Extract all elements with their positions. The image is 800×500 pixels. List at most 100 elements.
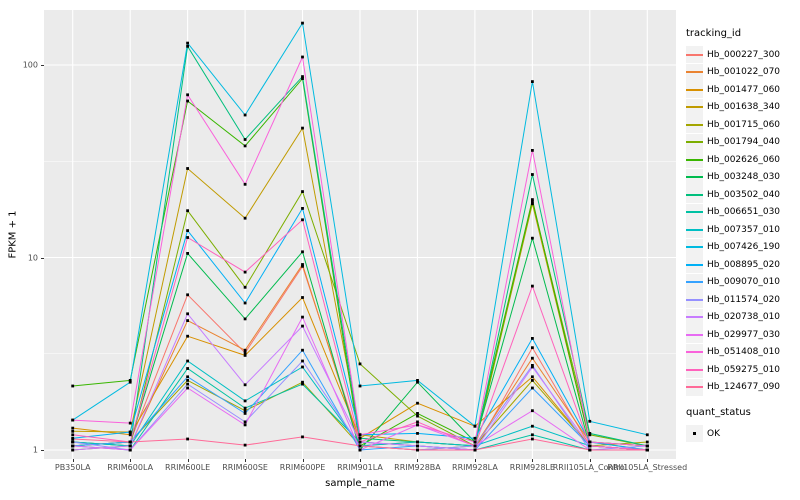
legend-label-ok: OK — [707, 428, 720, 439]
legend-row-Hb_001022_070: Hb_001022_070 — [686, 63, 798, 82]
legend-title-quant-status: quant_status — [686, 407, 751, 418]
legend-key-line-icon — [686, 98, 703, 116]
data-point — [416, 414, 419, 418]
data-point — [416, 423, 419, 427]
data-point — [186, 437, 189, 441]
data-point — [243, 270, 247, 274]
data-point — [186, 44, 189, 48]
data-point — [71, 384, 75, 388]
data-point — [128, 430, 132, 434]
data-point — [531, 364, 534, 367]
data-point — [645, 433, 649, 437]
legend-label: Hb_003502_040 — [707, 189, 781, 200]
x-tick-label: RRII105LA_Control — [552, 463, 627, 472]
legend-quant-status: quant_status OK — [686, 407, 798, 443]
data-point — [645, 444, 649, 448]
data-point — [243, 317, 247, 321]
data-point — [531, 236, 534, 240]
legend-row-Hb_008895_020: Hb_008895_020 — [686, 256, 798, 274]
data-point — [71, 448, 75, 452]
x-tick-mark — [360, 459, 361, 462]
data-point — [71, 433, 75, 437]
data-point — [531, 409, 534, 413]
data-point — [71, 429, 75, 433]
legend-row-Hb_003248_030: Hb_003248_030 — [686, 168, 798, 187]
data-point — [301, 263, 304, 266]
x-tick-label: RRIM901LA — [337, 463, 383, 472]
data-point — [243, 182, 247, 186]
legend-key-line-icon — [686, 361, 703, 379]
data-point — [531, 80, 534, 83]
data-point — [128, 421, 132, 425]
x-tick-mark — [474, 459, 476, 462]
x-tick-mark — [245, 459, 247, 462]
legend-key-line-icon — [686, 378, 703, 396]
data-point — [186, 41, 189, 45]
legend-key-ok-square-icon — [686, 425, 703, 443]
data-point — [358, 433, 362, 437]
legend-row-Hb_020738_010: Hb_020738_010 — [686, 308, 798, 327]
data-point — [186, 367, 189, 370]
x-tick-label: RRIM928BA — [394, 463, 441, 472]
legend-label: Hb_011574_020 — [707, 294, 781, 305]
data-point — [531, 424, 534, 428]
data-point — [301, 207, 304, 210]
data-point — [301, 218, 304, 222]
data-point — [243, 443, 247, 447]
data-point — [531, 200, 534, 204]
legend-key-line-icon — [686, 256, 703, 274]
data-point — [243, 383, 247, 387]
data-point — [186, 334, 189, 338]
data-point — [531, 375, 534, 379]
x-tick-mark — [417, 459, 419, 462]
data-point — [531, 365, 534, 369]
y-tick-mark — [41, 65, 44, 66]
legend-row-Hb_001477_060: Hb_001477_060 — [686, 81, 798, 99]
data-point — [645, 448, 649, 452]
legend-label: Hb_001022_070 — [707, 67, 781, 78]
data-point — [186, 382, 189, 386]
legend-row-Hb_001715_060: Hb_001715_060 — [686, 116, 798, 134]
data-point — [358, 436, 362, 440]
data-point — [416, 448, 419, 452]
x-tick-mark — [532, 459, 534, 462]
data-point — [243, 351, 247, 355]
y-tick-label: 1 — [32, 445, 38, 455]
data-point — [71, 444, 75, 448]
data-point — [186, 93, 189, 97]
legend-key-line-icon — [686, 186, 703, 204]
data-point — [186, 293, 189, 297]
x-tick-label: RRII105LA_Stressed — [607, 463, 688, 472]
legend-key-line-icon — [686, 291, 703, 309]
data-point — [301, 348, 304, 352]
data-point — [128, 380, 132, 384]
legend-key-line-icon — [686, 168, 703, 186]
legend-row-Hb_124677_090: Hb_124677_090 — [686, 378, 798, 397]
data-point — [358, 440, 362, 444]
x-tick-label: RRIM928LE — [509, 463, 555, 472]
data-point — [301, 435, 304, 439]
data-point — [243, 285, 247, 289]
plot-canvas — [44, 10, 676, 459]
x-tick-mark — [302, 459, 304, 462]
legend-label: Hb_006651_030 — [707, 207, 781, 218]
data-point — [243, 348, 247, 352]
legend-label: Hb_020738_010 — [707, 312, 781, 323]
x-tick-label: RRIM600SE — [222, 463, 268, 472]
legend-key-line-icon — [686, 46, 703, 64]
data-point — [358, 384, 362, 388]
data-point — [416, 432, 419, 435]
x-tick-mark — [589, 459, 591, 462]
legend-label: Hb_001638_340 — [707, 102, 781, 113]
data-point — [243, 138, 247, 141]
data-point — [531, 346, 534, 350]
legend-key-line-icon — [686, 273, 703, 291]
legend-key-line-icon — [686, 133, 703, 151]
legend-row-Hb_059275_010: Hb_059275_010 — [686, 361, 798, 379]
x-tick-label: RRIM600PE — [279, 463, 326, 472]
data-point — [531, 379, 534, 382]
data-point — [473, 436, 477, 440]
legend-row-Hb_007357_010: Hb_007357_010 — [686, 221, 798, 239]
legend-row-Hb_001638_340: Hb_001638_340 — [686, 98, 798, 117]
